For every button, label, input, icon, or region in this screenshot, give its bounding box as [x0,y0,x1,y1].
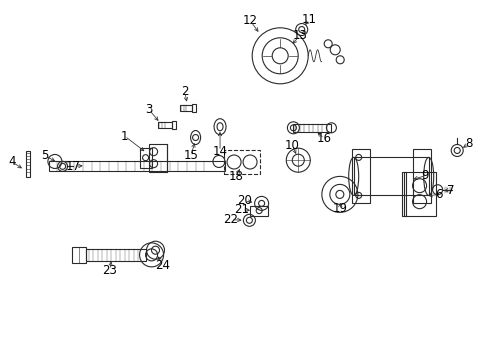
Text: 22: 22 [223,213,238,226]
Bar [250,206,267,216]
Bar [401,172,405,216]
Bar [26,151,30,177]
Bar [412,149,430,203]
Text: 13: 13 [292,29,306,42]
Text: 20: 20 [237,194,251,207]
Text: 3: 3 [145,103,153,116]
Text: 21: 21 [234,203,249,216]
Text: 23: 23 [102,264,117,276]
Text: 6: 6 [434,188,442,201]
Text: 10: 10 [285,139,299,152]
Bar [172,121,176,129]
Text: 14: 14 [212,145,227,158]
Text: 19: 19 [332,202,347,215]
Bar [293,124,331,132]
Text: 1: 1 [121,130,128,143]
Bar [192,104,196,112]
Text: 24: 24 [155,259,170,272]
Bar [139,148,151,168]
Bar [351,149,369,203]
Text: 2: 2 [181,85,188,98]
Text: 11: 11 [302,13,316,26]
Bar [224,150,260,174]
Bar [85,249,145,261]
Text: 16: 16 [316,132,331,145]
Text: 17: 17 [66,160,81,173]
Text: 4: 4 [8,156,16,168]
Bar [71,247,85,263]
Text: 8: 8 [464,138,471,150]
Bar [353,157,428,195]
Bar [403,172,435,216]
Text: 18: 18 [228,170,243,183]
Text: 5: 5 [41,149,49,162]
Bar [158,122,172,128]
Bar [49,161,224,171]
Text: 12: 12 [243,14,257,27]
Bar [180,105,192,111]
Text: 7: 7 [446,184,454,197]
Text: 9: 9 [421,169,428,182]
Bar [148,144,166,172]
Text: 15: 15 [183,149,198,162]
